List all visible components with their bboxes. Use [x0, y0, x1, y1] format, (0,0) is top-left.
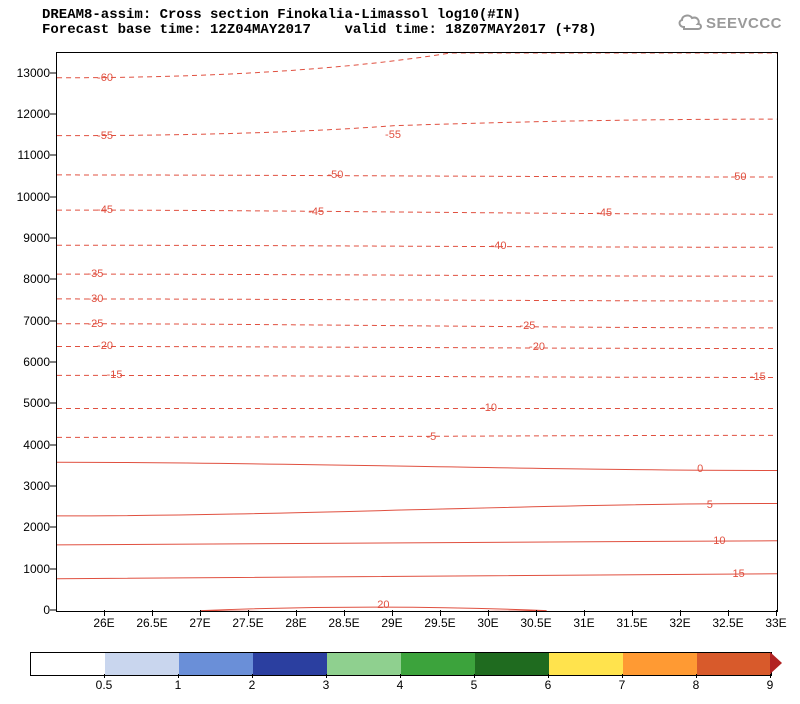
x-tick-label: 33E	[765, 616, 786, 630]
plot-area: -60-55-55-50-50-45-45-45-40-35-30-25-25-…	[56, 52, 778, 612]
x-tick-label: 28E	[285, 616, 306, 630]
colorbar-label: 4	[397, 678, 404, 692]
colorbar-segment	[253, 653, 327, 675]
y-tick-label: 9000	[23, 231, 50, 245]
x-tick	[248, 610, 249, 616]
x-tick	[296, 610, 297, 616]
x-tick	[536, 610, 537, 616]
y-tick-label: 13000	[17, 66, 50, 80]
x-tick	[392, 610, 393, 616]
y-tick-label: 0	[43, 603, 50, 617]
x-tick-label: 30.5E	[520, 616, 551, 630]
y-tick-label: 5000	[23, 396, 50, 410]
x-tick	[584, 610, 585, 616]
x-tick	[680, 610, 681, 616]
colorbar-label: 5	[471, 678, 478, 692]
contour-line	[57, 53, 777, 611]
colorbar-segment	[697, 653, 771, 675]
y-tick-label: 3000	[23, 479, 50, 493]
x-tick	[776, 610, 777, 616]
x-tick	[728, 610, 729, 616]
x-tick-label: 31.5E	[616, 616, 647, 630]
x-tick	[200, 610, 201, 616]
y-tick-label: 1000	[23, 562, 50, 576]
x-tick	[440, 610, 441, 616]
y-tick-label: 4000	[23, 438, 50, 452]
title-line-1: DREAM8-assim: Cross section Finokalia-Li…	[42, 7, 521, 23]
x-tick-label: 32.5E	[712, 616, 743, 630]
x-tick-label: 29E	[381, 616, 402, 630]
colorbar-segment	[179, 653, 253, 675]
page: DREAM8-assim: Cross section Finokalia-Li…	[0, 0, 800, 704]
colorbar-segment	[327, 653, 401, 675]
y-tick-label: 6000	[23, 355, 50, 369]
colorbar-arrow-right	[770, 652, 782, 674]
y-tick-label: 8000	[23, 272, 50, 286]
colorbar-label: 3	[323, 678, 330, 692]
chart-title-block: DREAM8-assim: Cross section Finokalia-Li…	[42, 8, 597, 38]
x-tick-label: 32E	[669, 616, 690, 630]
colorbar-label: 0.5	[96, 678, 113, 692]
x-tick-label: 30E	[477, 616, 498, 630]
colorbar-segment	[401, 653, 475, 675]
colorbar-segment	[105, 653, 179, 675]
colorbar-label: 8	[693, 678, 700, 692]
logo-text: SEEVCCC	[706, 15, 782, 32]
x-tick	[104, 610, 105, 616]
seevccc-logo: SEEVCCC	[676, 12, 782, 34]
y-tick-label: 2000	[23, 520, 50, 534]
colorbar-label: 6	[545, 678, 552, 692]
x-tick	[152, 610, 153, 616]
y-axis: 0100020003000400050006000700080009000100…	[0, 52, 56, 610]
y-tick-label: 7000	[23, 314, 50, 328]
x-tick	[344, 610, 345, 616]
colorbar	[30, 652, 772, 676]
colorbar-label: 1	[175, 678, 182, 692]
colorbar-labels: 0.5123456789	[30, 678, 770, 698]
colorbar-label: 9	[767, 678, 774, 692]
colorbar-segment	[475, 653, 549, 675]
x-tick-label: 27E	[189, 616, 210, 630]
y-tick-label: 11000	[18, 148, 50, 162]
colorbar-segment	[623, 653, 697, 675]
x-tick-label: 28.5E	[328, 616, 359, 630]
colorbar-segment	[549, 653, 623, 675]
x-tick	[488, 610, 489, 616]
colorbar-label: 7	[619, 678, 626, 692]
colorbar-arrow-left	[18, 652, 30, 674]
x-tick-label: 27.5E	[232, 616, 263, 630]
colorbar-segment	[31, 653, 105, 675]
x-tick-label: 26E	[93, 616, 114, 630]
y-tick-label: 10000	[17, 190, 50, 204]
cloud-icon	[676, 12, 704, 34]
x-tick-label: 31E	[573, 616, 594, 630]
title-line-2: Forecast base time: 12Z04MAY2017 valid t…	[42, 22, 597, 38]
x-tick-label: 26.5E	[136, 616, 167, 630]
y-tick-label: 12000	[17, 107, 50, 121]
x-axis: 26E 26.5E 27E 27.5E 28E 28.5E 29E 29.5E 30E 30.5E…	[56, 610, 776, 630]
x-tick	[632, 610, 633, 616]
colorbar-label: 2	[249, 678, 256, 692]
x-tick-label: 29.5E	[424, 616, 455, 630]
